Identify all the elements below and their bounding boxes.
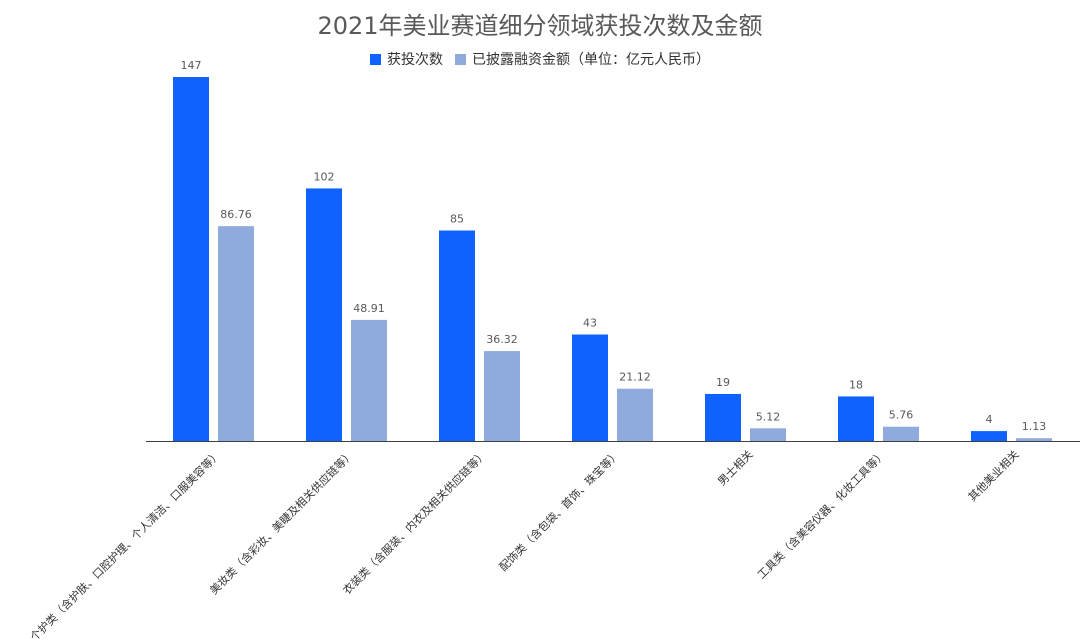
bar-count-2 <box>439 230 475 441</box>
value-label-amount-0: 86.76 <box>220 208 252 221</box>
bar-amount-4 <box>750 428 786 441</box>
chart-title: 2021年美业赛道细分领域获投次数及金额 <box>317 12 763 40</box>
x-tick-label-6: 其他美业相关 <box>965 447 1022 504</box>
x-tick-label-3: 配饰类（含包袋、首饰、珠宝等） <box>496 447 623 574</box>
value-label-count-3: 43 <box>583 317 597 330</box>
value-label-amount-3: 21.12 <box>619 371 651 384</box>
legend-label-count: 获投次数 <box>387 52 443 68</box>
legend-swatch-count <box>370 53 381 65</box>
bar-count-0 <box>173 77 209 441</box>
x-tick-label-1: 美妆类（含彩妆、美睫及相关供应链等） <box>207 447 357 597</box>
bar-amount-5 <box>883 426 919 441</box>
value-label-count-1: 102 <box>314 170 335 183</box>
value-label-count-5: 18 <box>849 378 863 391</box>
bar-count-3 <box>572 334 608 441</box>
legend-item-amount: 已披露融资金额（单位：亿元人民币） <box>455 49 710 69</box>
value-label-amount-1: 48.91 <box>353 302 385 315</box>
bar-count-5 <box>838 396 874 441</box>
value-label-count-0: 147 <box>181 59 202 72</box>
legend: 获投次数 已披露融资金额（单位：亿元人民币） <box>0 49 1080 69</box>
legend-item-count: 获投次数 <box>370 49 443 69</box>
legend-label-amount: 已披露融资金额（单位：亿元人民币） <box>472 52 710 68</box>
bar-amount-0 <box>218 226 254 441</box>
bar-amount-2 <box>484 351 520 441</box>
value-label-amount-4: 5.12 <box>756 410 781 423</box>
x-tick-label-5: 工具类（含美容仪器、化妆工具等） <box>754 447 888 581</box>
x-tick-label-4: 男士相关 <box>715 447 756 488</box>
x-tick-label-0: 个护类（含护肤、口腔护理、个人清洁、口服美容等） <box>27 447 224 642</box>
x-tick-label-2: 衣装类（含服装、内衣及相关供应链等） <box>340 447 490 597</box>
value-label-count-2: 85 <box>450 213 464 226</box>
value-label-amount-5: 5.76 <box>889 409 914 422</box>
bar-amount-6 <box>1016 438 1052 441</box>
value-label-count-4: 19 <box>716 376 730 389</box>
value-label-count-6: 4 <box>986 413 993 426</box>
bar-count-1 <box>306 188 342 441</box>
legend-swatch-amount <box>455 53 466 65</box>
bar-count-4 <box>705 393 741 441</box>
value-label-amount-2: 36.32 <box>486 333 518 346</box>
value-label-amount-6: 1.13 <box>1022 420 1047 433</box>
bar-count-6 <box>971 431 1007 441</box>
bar-amount-1 <box>351 319 387 441</box>
bar-amount-3 <box>617 388 653 441</box>
